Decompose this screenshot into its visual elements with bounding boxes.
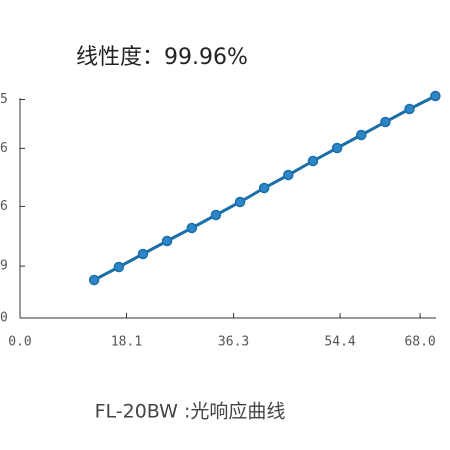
data-point bbox=[186, 222, 198, 234]
y-tick-label: 5 bbox=[0, 92, 8, 107]
data-point bbox=[234, 196, 246, 208]
data-point bbox=[258, 182, 270, 194]
chart-title: 线性度：99.96% bbox=[76, 45, 248, 70]
data-point bbox=[380, 116, 391, 128]
x-tick-label: 54.4 bbox=[324, 335, 355, 350]
x-tick-label: 68.0 bbox=[404, 335, 435, 350]
data-point bbox=[331, 142, 343, 154]
x-tick-label: 36.3 bbox=[218, 335, 249, 350]
data-point bbox=[404, 103, 415, 115]
y-tick-label: 6 bbox=[0, 141, 8, 156]
x-tick-label: 18.1 bbox=[111, 335, 142, 350]
data-point bbox=[137, 248, 149, 260]
caption: FL-20BW :光响应曲线 bbox=[95, 401, 286, 423]
data-point bbox=[356, 129, 367, 141]
data-point bbox=[210, 209, 222, 221]
y-tick-label: 0 bbox=[0, 311, 8, 326]
data-point bbox=[161, 235, 173, 247]
data-point bbox=[88, 274, 100, 286]
data-point bbox=[430, 90, 441, 102]
y-tick-label: 6 bbox=[0, 199, 8, 214]
data-point bbox=[113, 261, 125, 273]
x-tick-label: 0.0 bbox=[8, 335, 31, 350]
data-point bbox=[307, 155, 319, 167]
y-tick-label: 9 bbox=[0, 259, 8, 274]
data-point bbox=[283, 169, 294, 181]
